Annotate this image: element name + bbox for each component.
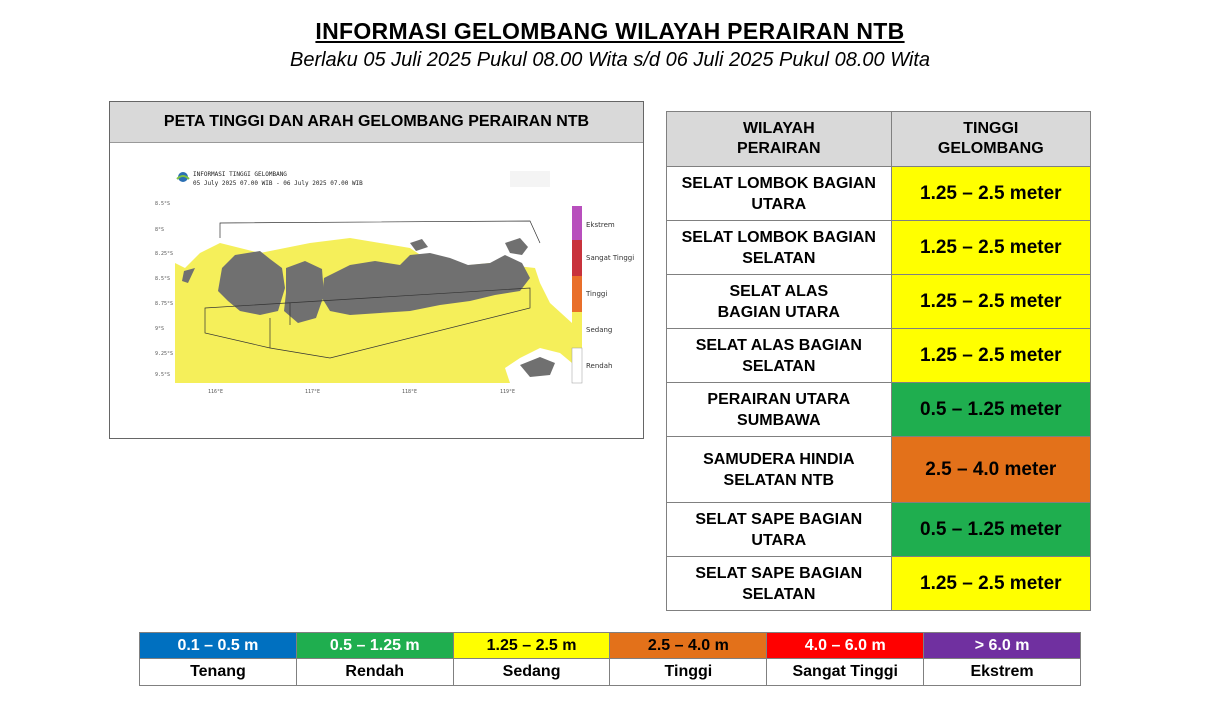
svg-text:8.5°S: 8.5°S <box>155 276 170 282</box>
legend-range-row: 0.1 – 0.5 m 0.5 – 1.25 m 1.25 – 2.5 m 2.… <box>139 632 1081 659</box>
region-cell: SELAT LOMBOK BAGIAN SELATAN <box>666 220 892 275</box>
bali-island <box>218 251 285 315</box>
legend-name-row: Tenang Rendah Sedang Tinggi Sangat Tingg… <box>139 658 1081 686</box>
wave-map: INFORMASI TINGGI GELOMBANG 05 July 2025 … <box>110 143 643 438</box>
wave-category-legend: 0.1 – 0.5 m 0.5 – 1.25 m 1.25 – 2.5 m 2.… <box>139 632 1081 686</box>
colorbar-label-sangat-tinggi: Sangat Tinggi <box>586 254 634 262</box>
table-row: SELAT ALAS BAGIAN SELATAN 1.25 – 2.5 met… <box>666 328 1092 383</box>
height-cell: 1.25 – 2.5 meter <box>890 328 1092 383</box>
legend-name-tenang: Tenang <box>139 658 297 686</box>
map-inner-subtitle: 05 July 2025 07.00 WIB - 06 July 2025 07… <box>193 180 363 187</box>
table-row: SELAT LOMBOK BAGIAN UTARA 1.25 – 2.5 met… <box>666 166 1092 221</box>
map-inner-title: INFORMASI TINGGI GELOMBANG <box>193 171 287 178</box>
region-cell: SELAT LOMBOK BAGIAN UTARA <box>666 166 892 221</box>
legend-range-tenang: 0.1 – 0.5 m <box>139 632 297 659</box>
svg-text:118°E: 118°E <box>402 389 417 395</box>
svg-text:117°E: 117°E <box>305 389 320 395</box>
legend-range-tinggi: 2.5 – 4.0 m <box>609 632 768 659</box>
region-cell: SELAT ALAS BAGIAN SELATAN <box>666 328 892 383</box>
table-row: SELAT LOMBOK BAGIAN SELATAN 1.25 – 2.5 m… <box>666 220 1092 275</box>
legend-name-tinggi: Tinggi <box>609 658 768 686</box>
legend-range-ekstrem: > 6.0 m <box>923 632 1081 659</box>
legend-name-rendah: Rendah <box>295 658 454 686</box>
wave-height-colorbar: Ekstrem Sangat Tinggi Tinggi Sedang Rend… <box>571 206 634 384</box>
bmkg-logo-icon <box>176 172 190 182</box>
svg-text:8.25°S: 8.25°S <box>155 251 173 257</box>
colorbar-label-ekstrem: Ekstrem <box>586 221 615 229</box>
wave-map-image: INFORMASI TINGGI GELOMBANG 05 July 2025 … <box>155 171 634 395</box>
legend-name-sedang: Sedang <box>452 658 611 686</box>
region-boundaries <box>204 220 541 359</box>
height-cell: 1.25 – 2.5 meter <box>890 556 1092 611</box>
svg-text:116°E: 116°E <box>208 389 223 395</box>
map-panel-title: PETA TINGGI DAN ARAH GELOMBANG PERAIRAN … <box>110 102 643 143</box>
region-cell: SELAT ALAS BAGIAN UTARA <box>666 274 892 329</box>
lombok-island <box>284 261 324 323</box>
wave-map-panel: PETA TINGGI DAN ARAH GELOMBANG PERAIRAN … <box>109 101 644 439</box>
svg-text:9.25°S: 9.25°S <box>155 351 173 357</box>
height-cell: 1.25 – 2.5 meter <box>890 274 1092 329</box>
svg-text:8.5°S: 8.5°S <box>155 201 170 207</box>
svg-text:9°S: 9°S <box>155 326 164 332</box>
region-cell: SELAT SAPE BAGIAN UTARA <box>666 502 892 557</box>
svg-text:119°E: 119°E <box>500 389 515 395</box>
height-cell: 2.5 – 4.0 meter <box>890 436 1092 503</box>
legend-name-ekstrem: Ekstrem <box>923 658 1081 686</box>
map-source-note <box>510 171 550 187</box>
legend-name-sangat-tinggi: Sangat Tinggi <box>766 658 925 686</box>
region-cell: SELAT SAPE BAGIAN SELATAN <box>666 556 892 611</box>
legend-range-rendah: 0.5 – 1.25 m <box>295 632 454 659</box>
table-row: SELAT SAPE BAGIAN SELATAN 1.25 – 2.5 met… <box>666 556 1092 611</box>
column-header-region: WILAYAH PERAIRAN <box>666 111 892 167</box>
legend-range-sangat-tinggi: 4.0 – 6.0 m <box>766 632 925 659</box>
page-title: INFORMASI GELOMBANG WILAYAH PERAIRAN NTB <box>315 18 905 44</box>
height-cell: 1.25 – 2.5 meter <box>890 166 1092 221</box>
colorbar-label-tinggi: Tinggi <box>585 290 607 298</box>
region-cell: SAMUDERA HINDIA SELATAN NTB <box>666 436 892 503</box>
sumbawa-island <box>322 253 530 315</box>
column-header-height: TINGGI GELOMBANG <box>890 111 1092 167</box>
region-cell: PERAIRAN UTARA SUMBAWA <box>666 382 892 437</box>
wave-height-table: WILAYAH PERAIRAN TINGGI GELOMBANG SELAT … <box>666 111 1092 611</box>
colorbar-label-rendah: Rendah <box>586 362 612 370</box>
legend-range-sedang: 1.25 – 2.5 m <box>452 632 611 659</box>
svg-text:8°S: 8°S <box>155 227 164 233</box>
north-sea-area <box>175 198 572 323</box>
table-header-row: WILAYAH PERAIRAN TINGGI GELOMBANG <box>666 111 1092 167</box>
table-row: SELAT ALAS BAGIAN UTARA 1.25 – 2.5 meter <box>666 274 1092 329</box>
svg-text:9.5°S: 9.5°S <box>155 372 170 378</box>
height-cell: 1.25 – 2.5 meter <box>890 220 1092 275</box>
height-cell: 0.5 – 1.25 meter <box>890 502 1092 557</box>
svg-text:8.75°S: 8.75°S <box>155 301 173 307</box>
table-row: SELAT SAPE BAGIAN UTARA 0.5 – 1.25 meter <box>666 502 1092 557</box>
colorbar-label-sedang: Sedang <box>586 326 612 334</box>
validity-period: Berlaku 05 Juli 2025 Pukul 08.00 Wita s/… <box>289 49 931 71</box>
height-cell: 0.5 – 1.25 meter <box>890 382 1092 437</box>
table-row: PERAIRAN UTARA SUMBAWA 0.5 – 1.25 meter <box>666 382 1092 437</box>
table-row: SAMUDERA HINDIA SELATAN NTB 2.5 – 4.0 me… <box>666 436 1092 503</box>
